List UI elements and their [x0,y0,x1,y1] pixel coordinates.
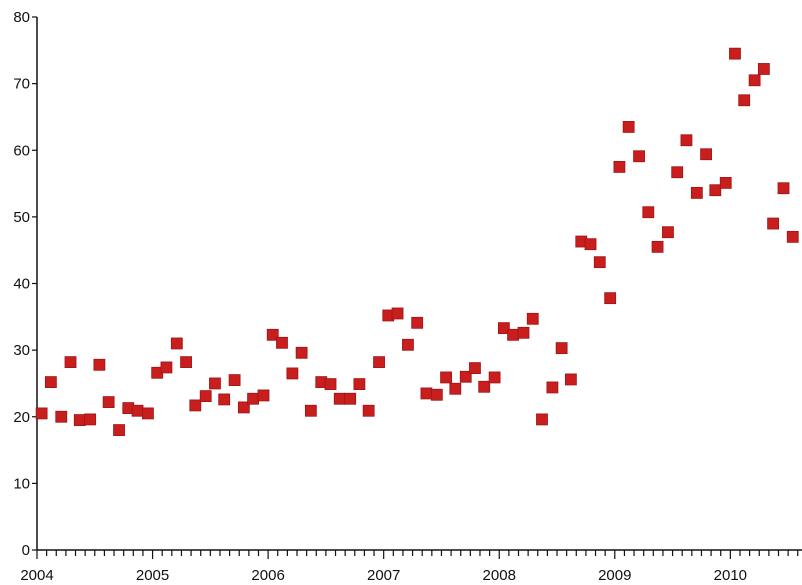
data-point [604,292,617,305]
data-point [131,404,144,417]
y-tick-label: 80 [13,9,30,26]
data-point [170,337,183,350]
x-axis: 2004 2005 2006 2007 2008 2009 2010 [20,549,802,584]
data-point [257,389,270,402]
data-point [526,312,539,325]
data-point [304,404,317,417]
data-point [420,387,433,400]
y-ticks: 0 10 20 30 40 50 60 70 80 [13,9,37,559]
data-point [478,380,491,393]
data-point [440,371,452,384]
data-point [709,184,722,197]
data-point [584,238,597,251]
data-point [402,338,414,351]
data-point [555,342,568,355]
data-point [295,346,308,359]
y-tick-label: 30 [13,342,30,359]
data-point [767,217,780,230]
y-tick-label: 60 [13,142,30,159]
data-point [247,392,259,405]
y-tick-label: 20 [13,409,30,426]
data-point [488,371,501,384]
data-point [536,413,548,426]
data-points [35,47,799,436]
data-point [93,358,106,371]
data-point [189,399,202,412]
data-point [237,401,250,414]
y-tick-label: 50 [13,209,30,226]
y-tick-label: 0 [22,542,30,559]
data-point [142,407,154,420]
data-point [507,328,520,341]
data-point [333,392,346,405]
data-point [642,206,655,219]
data-point [613,161,626,173]
data-point [64,356,77,369]
data-point [35,407,48,420]
data-point [276,336,288,349]
data-point [633,150,645,163]
data-point [700,148,712,161]
data-point [411,316,424,329]
data-point [459,370,472,383]
data-point [786,230,799,243]
x-tick-label: 2008 [483,567,516,584]
data-point [113,424,125,436]
data-point [729,47,741,60]
data-point [84,413,97,426]
data-point [757,63,770,75]
x-tick-label: 2005 [136,567,169,584]
x-tick-label: 2006 [251,567,284,584]
data-point [324,378,337,391]
data-point [209,377,221,390]
data-point [353,378,366,391]
data-point [662,226,674,239]
data-point [738,94,751,107]
data-point [44,376,57,389]
data-point [680,134,693,147]
data-point [748,74,761,87]
data-point [160,361,173,374]
data-point [497,322,510,335]
data-point [199,390,212,402]
data-point [228,374,241,387]
data-point [180,356,192,369]
y-tick-label: 70 [13,76,30,93]
y-tick-label: 10 [13,475,30,492]
x-tick-label: 2004 [20,567,53,584]
data-point [373,356,385,369]
y-axis: 0 10 20 30 40 50 60 70 80 [13,9,38,559]
data-point [651,240,664,253]
data-point [719,176,732,189]
data-point [430,388,443,401]
data-point [449,382,462,395]
x-ticks: 2004 2005 2006 2007 2008 2009 2010 [20,550,799,584]
data-point [517,326,530,339]
x-tick-label: 2009 [598,567,631,584]
data-point [469,362,481,375]
y-tick-label: 40 [13,276,30,293]
x-tick-label: 2007 [367,567,400,584]
data-point [286,367,299,380]
data-point [593,256,606,269]
data-point [777,182,790,195]
x-tick-label: 2010 [714,567,747,584]
data-point [690,186,703,199]
data-point [564,373,577,386]
data-point [671,166,684,179]
data-point [102,396,115,408]
data-point [344,392,357,405]
data-point [73,414,86,426]
data-point [622,121,635,133]
data-point [55,410,68,423]
data-point [362,404,375,417]
data-point [266,328,279,341]
data-point [391,307,404,320]
data-point [218,393,231,406]
data-point [546,381,559,394]
